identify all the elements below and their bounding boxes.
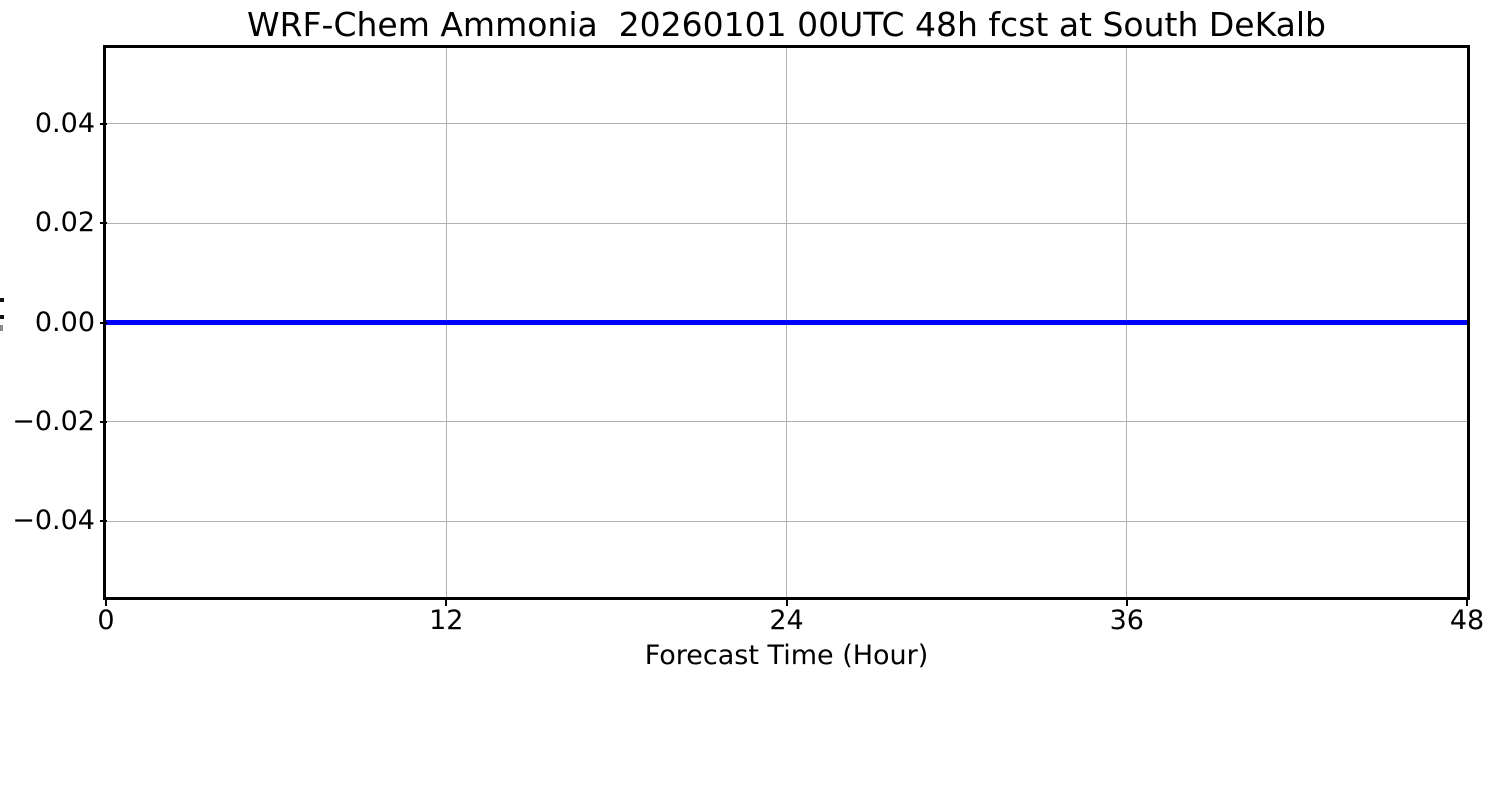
x-tick-label: 24 (769, 605, 804, 636)
x-tick-label: 0 (97, 605, 115, 636)
y-tick-mark (100, 520, 107, 523)
x-tick-label: 36 (1109, 605, 1144, 636)
x-axis-label: Forecast Time (Hour) (644, 640, 929, 671)
plot-area (103, 45, 1470, 600)
x-tick-mark (1125, 597, 1128, 606)
y-tick-label: 0.04 (34, 107, 95, 139)
y-axis-label-glyph-fragment (0, 325, 3, 331)
y-tick-label: −0.04 (12, 505, 95, 537)
y-tick-label: 0.00 (34, 306, 95, 338)
x-tick-mark (785, 597, 788, 606)
x-tick-mark (1466, 597, 1468, 606)
x-tick-mark (105, 597, 107, 606)
x-tick-label: 12 (429, 605, 464, 636)
chart-title: WRF-Chem Ammonia 20260101 00UTC 48h fcst… (247, 5, 1326, 44)
y-axis-label-glyph-fragment (0, 298, 4, 302)
x-tick-mark (445, 597, 448, 606)
y-tick-mark (100, 122, 107, 125)
forecast-data-line (106, 320, 1467, 325)
y-tick-mark (100, 321, 107, 324)
y-axis-label-glyph-fragment (0, 315, 4, 319)
y-tick-label: 0.02 (34, 207, 95, 239)
x-tick-label: 48 (1449, 605, 1485, 636)
y-tick-label: −0.02 (12, 405, 95, 437)
y-tick-mark (100, 420, 107, 423)
y-tick-mark (100, 222, 107, 225)
